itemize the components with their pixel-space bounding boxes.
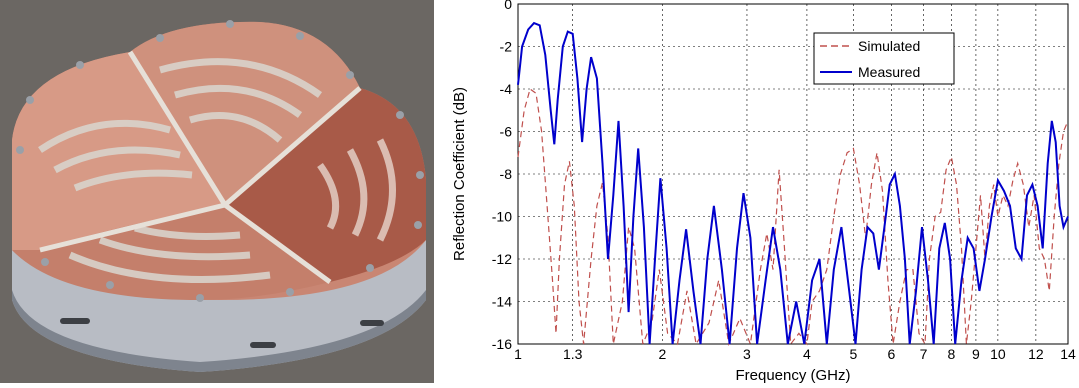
y-tick-label: -16 (492, 336, 512, 352)
series-line-measured (517, 21, 1069, 345)
x-tick-label: 3 (743, 346, 751, 362)
x-axis-label: Frequency (GHz) (735, 367, 850, 383)
x-tick-label: 4 (803, 346, 811, 362)
x-tick-label: 7 (920, 346, 928, 362)
series-lines (517, 21, 1069, 347)
legend: Simulated Measured (813, 32, 955, 85)
spiral-antenna-photo-icon (0, 0, 434, 383)
divider-ribs (39, 50, 362, 285)
y-tick-label: 0 (504, 0, 512, 12)
x-tick-label: 6 (888, 346, 896, 362)
x-tick-label: 2 (659, 346, 667, 362)
spiral-arms (38, 58, 396, 283)
legend-label-simulated: Simulated (858, 38, 920, 54)
petal-top (130, 21, 360, 205)
petal-right (225, 88, 426, 282)
chart-svg: 1 1.3 2 3 4 5 6 7 8 9 10 12 140-2-4-6-8-10-12-14-16 … (451, 0, 1076, 384)
series-line-simulated (517, 88, 1069, 347)
housing-slots (60, 318, 384, 348)
x-tick-label: 14 (1060, 346, 1076, 362)
y-tick-label: -4 (500, 81, 513, 97)
antenna-photo (0, 0, 434, 383)
x-tick-label: 5 (850, 346, 858, 362)
axis-ticks: 1 1.3 2 3 4 5 6 7 8 9 10 12 14 0 -2 -4 -6 -8 -10 -12 -14 -16 (492, 0, 1076, 362)
x-tick-label: 1 (514, 346, 522, 362)
y-tick-label: -14 (492, 294, 512, 310)
x-tick-label: 10 (990, 346, 1006, 362)
y-tick-label: -10 (492, 209, 512, 225)
x-tick-label: 12 (1028, 346, 1044, 362)
x-tick-label: 9 (972, 346, 980, 362)
y-tick-label: -12 (492, 251, 512, 267)
legend-label-measured: Measured (858, 64, 920, 80)
rim-screws (16, 20, 424, 302)
legend-box (813, 32, 955, 85)
grid-lines (518, 4, 1068, 344)
x-tick-label: 1.3 (563, 346, 583, 362)
housing-shadow (12, 290, 426, 372)
y-tick-label: -2 (500, 39, 513, 55)
y-axis-label: Reflection Coefficient (dB) (451, 87, 468, 261)
reflection-chart: 1 1.3 2 3 4 5 6 7 8 9 10 12 14 0 -2 -4 -6 -8 -10 -12 -14 -16 … (434, 0, 1079, 384)
y-tick-label: -8 (500, 166, 513, 182)
y-tick-label: -6 (500, 124, 513, 140)
x-tick-label: 8 (947, 346, 955, 362)
